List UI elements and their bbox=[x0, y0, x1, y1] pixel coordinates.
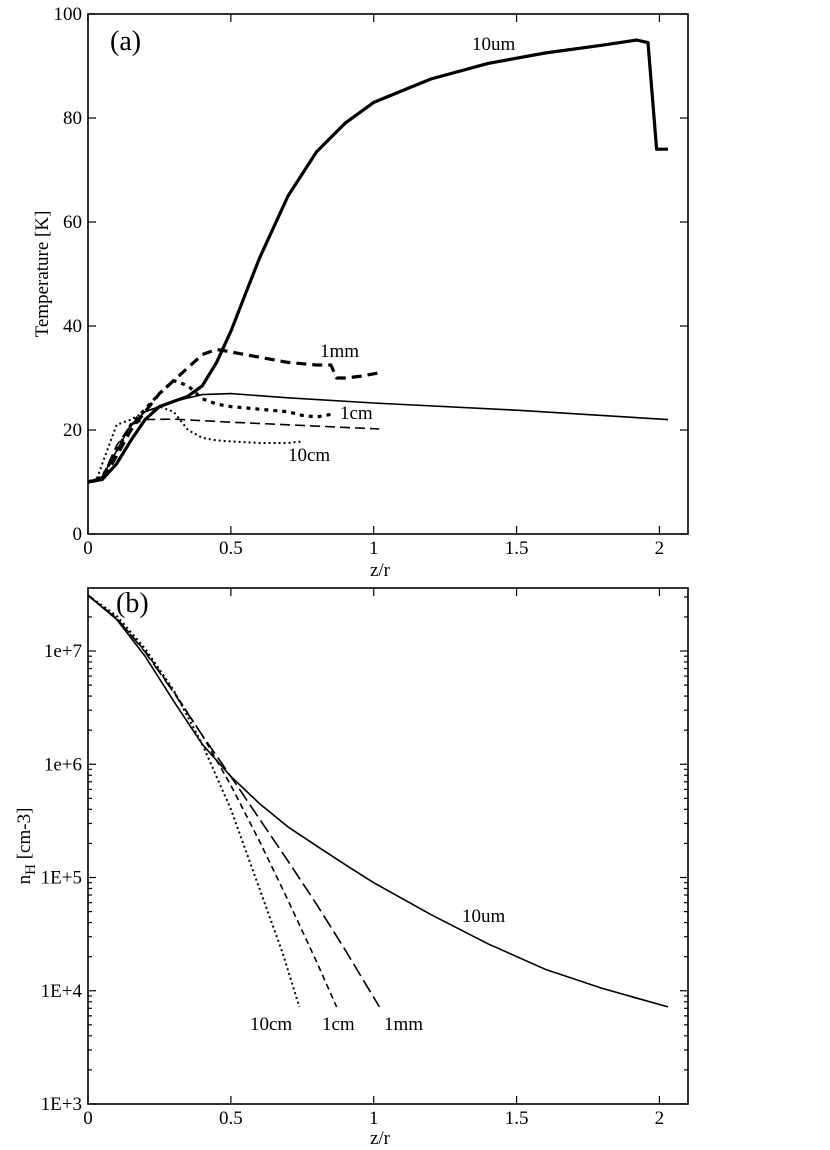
panel-b-label-10um: 10um bbox=[462, 906, 506, 927]
panel-a-label-10cm: 10cm bbox=[288, 445, 330, 466]
panel-b-xtick-label: 0.5 bbox=[219, 1108, 243, 1129]
panel-a-xtick-label: 0 bbox=[83, 538, 93, 559]
panel-b-label: (b) bbox=[116, 588, 149, 619]
panel-b-ticks: 0 0.5 1 1.5 2 1E+3 1E+4 1E+5 1e+6 1e+7 bbox=[41, 588, 688, 1129]
panel-a-label: (a) bbox=[110, 26, 141, 57]
panel-b-frame bbox=[87, 587, 689, 1105]
panel-b-ytick-label: 1E+4 bbox=[41, 981, 83, 1002]
panel-b-ytick-label: 1E+3 bbox=[41, 1094, 82, 1115]
panel-a-frame bbox=[87, 13, 689, 535]
panel-a-ytick-label: 0 bbox=[73, 524, 83, 545]
panel-a-series-dashed-thin bbox=[87, 418, 380, 483]
panel-a-xlabel: z/r bbox=[370, 560, 391, 581]
panel-a-ylabel: Temperature [K] bbox=[32, 211, 53, 338]
panel-b-ylabel-unit: [cm-3] bbox=[14, 808, 35, 864]
panel-b-label-10cm: 10cm bbox=[250, 1014, 292, 1035]
panel-b-label-1mm: 1mm bbox=[384, 1014, 423, 1035]
panel-b-xlabel: z/r bbox=[370, 1128, 391, 1149]
panel-a-xtick-label: 1 bbox=[369, 538, 379, 559]
panel-b-density: 0 0.5 1 1.5 2 1E+3 1E+4 1E+5 1e+6 1e+7 (b) z/r nH… bbox=[14, 587, 689, 1149]
panel-a-series-10um-thin bbox=[87, 392, 669, 483]
panel-a-label-1mm: 1mm bbox=[320, 341, 359, 362]
panel-b-ylabel: nH [cm-3] bbox=[14, 808, 39, 885]
panel-a-ytick-label: 80 bbox=[63, 108, 82, 129]
panel-b-ytick-label: 1e+7 bbox=[44, 641, 82, 662]
panel-b-label-1cm: 1cm bbox=[322, 1014, 355, 1035]
panel-b-ytick-label: 1e+6 bbox=[44, 754, 82, 775]
panel-b-series-1mm bbox=[87, 594, 381, 1008]
panel-b-series bbox=[87, 594, 669, 1008]
panel-a-series bbox=[87, 38, 669, 484]
panel-a-ytick-label: 100 bbox=[54, 4, 83, 25]
panel-a-series-1mm bbox=[87, 347, 380, 484]
panel-a-label-10um: 10um bbox=[472, 34, 516, 55]
panel-a-ytick-label: 20 bbox=[63, 420, 82, 441]
panel-a-series-10um bbox=[87, 38, 668, 484]
panel-b-series-10um bbox=[87, 594, 669, 1008]
panel-b-xtick-label: 2 bbox=[655, 1108, 665, 1129]
panel-a-ytick-label: 60 bbox=[63, 212, 82, 233]
panel-a-xtick-label: 0.5 bbox=[219, 538, 243, 559]
panel-a-label-1cm: 1cm bbox=[340, 403, 373, 424]
panel-b-series-1cm bbox=[87, 594, 338, 1008]
panel-b-ytick-label: 1E+5 bbox=[41, 868, 82, 889]
panel-a-ytick-label: 40 bbox=[63, 316, 82, 337]
panel-a-series-1cm bbox=[87, 379, 332, 484]
panel-b-ylabel-sub: H bbox=[23, 864, 39, 875]
panel-a-xtick-label: 2 bbox=[655, 538, 665, 559]
panel-a-series-10cm bbox=[87, 405, 303, 483]
panel-b-xtick-label: 0 bbox=[83, 1108, 93, 1129]
panel-b-series-10cm bbox=[87, 594, 301, 1008]
panel-b-xtick-label: 1 bbox=[369, 1108, 379, 1129]
panel-b-ylabel-main: n bbox=[14, 874, 35, 884]
panel-a-xtick-label: 1.5 bbox=[505, 538, 529, 559]
panel-b-xtick-label: 1.5 bbox=[505, 1108, 529, 1129]
